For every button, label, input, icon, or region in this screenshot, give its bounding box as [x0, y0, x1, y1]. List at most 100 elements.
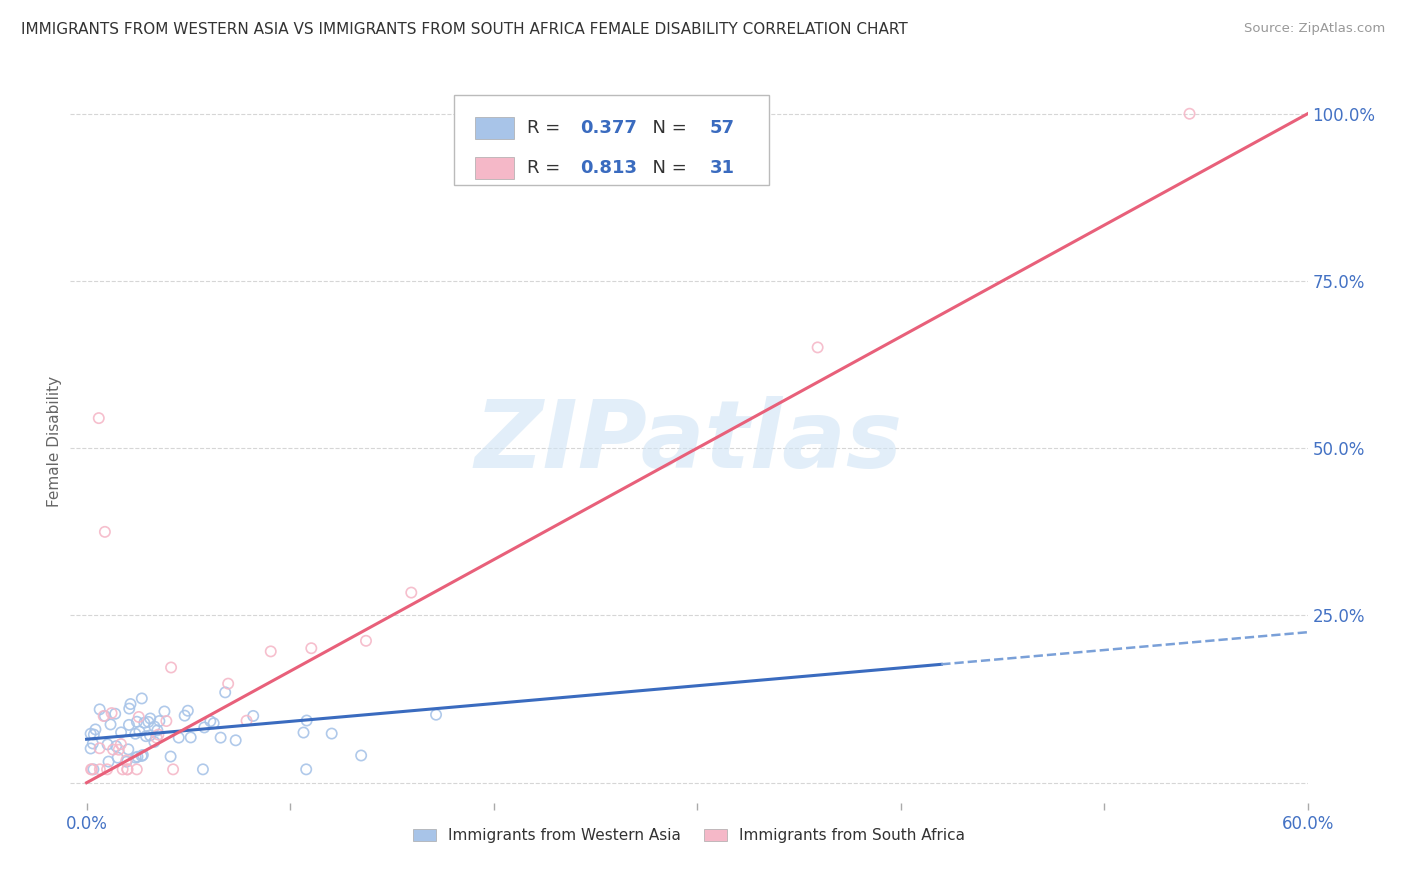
Text: 0.377: 0.377 — [581, 119, 637, 137]
Point — [354, 633, 377, 648]
Point — [82, 736, 104, 750]
Point — [117, 762, 139, 776]
Point — [139, 711, 162, 725]
Point — [425, 707, 447, 722]
FancyBboxPatch shape — [454, 95, 769, 185]
Text: 57: 57 — [710, 119, 735, 137]
Point — [83, 728, 105, 742]
Point — [82, 762, 104, 776]
Point — [807, 340, 830, 354]
Point — [200, 714, 222, 728]
Text: N =: N = — [641, 119, 692, 137]
Point — [180, 731, 202, 745]
Point — [79, 727, 101, 741]
Point — [148, 728, 170, 742]
Point — [127, 749, 149, 764]
Point — [118, 718, 141, 732]
Point — [217, 676, 239, 690]
Point — [299, 641, 322, 656]
Point — [173, 708, 195, 723]
Point — [89, 762, 111, 776]
Text: 31: 31 — [710, 159, 735, 177]
Point — [125, 714, 148, 729]
Point — [153, 705, 176, 719]
Point — [260, 644, 283, 658]
Point — [94, 709, 117, 723]
Point — [134, 715, 156, 730]
Point — [143, 720, 166, 734]
Point — [225, 733, 247, 747]
Point — [242, 709, 264, 723]
Point — [115, 755, 138, 769]
Point — [107, 742, 129, 756]
Point — [80, 762, 103, 776]
Point — [193, 721, 215, 735]
Point — [401, 585, 423, 599]
Point — [117, 742, 139, 756]
Point — [107, 750, 129, 764]
Point — [143, 735, 166, 749]
Legend: Immigrants from Western Asia, Immigrants from South Africa: Immigrants from Western Asia, Immigrants… — [406, 822, 972, 849]
Point — [162, 762, 184, 776]
Point — [124, 750, 146, 764]
Point — [159, 749, 181, 764]
Point — [321, 726, 343, 740]
Point — [145, 731, 167, 745]
Point — [295, 762, 318, 776]
Point — [101, 742, 124, 756]
Point — [128, 724, 150, 739]
Point — [80, 762, 103, 776]
FancyBboxPatch shape — [475, 157, 515, 178]
Point — [110, 737, 132, 751]
Point — [97, 738, 120, 752]
Point — [100, 717, 122, 731]
Point — [131, 691, 153, 706]
Point — [94, 524, 117, 539]
Point — [177, 704, 200, 718]
Point — [111, 762, 134, 776]
Point — [167, 731, 190, 745]
Point — [350, 748, 373, 763]
Y-axis label: Female Disability: Female Disability — [46, 376, 62, 508]
Point — [115, 762, 138, 776]
Text: IMMIGRANTS FROM WESTERN ASIA VS IMMIGRANTS FROM SOUTH AFRICA FEMALE DISABILITY C: IMMIGRANTS FROM WESTERN ASIA VS IMMIGRAN… — [21, 22, 908, 37]
Point — [115, 753, 138, 767]
Point — [96, 762, 118, 776]
Point — [105, 739, 128, 753]
Point — [125, 762, 148, 776]
Point — [135, 729, 157, 743]
Point — [160, 660, 183, 674]
Text: R =: R = — [527, 159, 565, 177]
Text: Source: ZipAtlas.com: Source: ZipAtlas.com — [1244, 22, 1385, 36]
Point — [209, 731, 232, 745]
Point — [1178, 107, 1201, 121]
Point — [110, 725, 132, 739]
Text: ZIPatlas: ZIPatlas — [475, 395, 903, 488]
Point — [131, 749, 153, 764]
Point — [235, 714, 257, 728]
Point — [89, 702, 111, 716]
Text: 0.813: 0.813 — [581, 159, 637, 177]
Point — [118, 701, 141, 715]
Point — [292, 725, 315, 739]
Point — [104, 706, 127, 721]
Point — [139, 729, 162, 743]
Point — [202, 716, 225, 731]
Point — [97, 755, 120, 769]
Point — [93, 709, 115, 723]
Point — [100, 706, 122, 720]
Point — [84, 723, 107, 737]
Point — [191, 762, 214, 776]
Point — [132, 747, 155, 762]
Point — [295, 714, 318, 728]
Point — [214, 685, 236, 699]
Point — [120, 697, 142, 711]
Point — [87, 411, 110, 425]
Point — [148, 714, 170, 728]
Point — [146, 723, 169, 738]
Text: R =: R = — [527, 119, 565, 137]
Point — [79, 741, 101, 756]
FancyBboxPatch shape — [475, 117, 515, 139]
Text: N =: N = — [641, 159, 692, 177]
Point — [138, 714, 160, 729]
